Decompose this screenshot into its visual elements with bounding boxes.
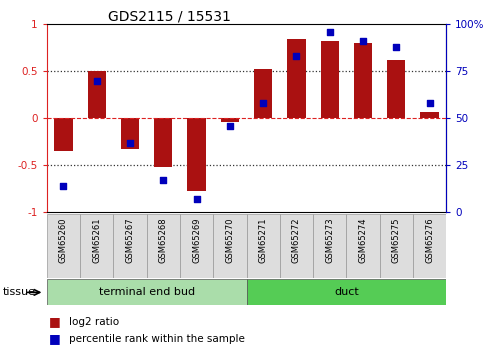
Text: GSM65267: GSM65267 xyxy=(126,217,135,263)
Bar xyxy=(254,69,272,118)
Bar xyxy=(113,214,147,278)
Bar xyxy=(320,41,339,118)
Text: percentile rank within the sample: percentile rank within the sample xyxy=(69,334,245,344)
Bar xyxy=(313,214,346,278)
Bar xyxy=(154,118,173,167)
Text: GSM65261: GSM65261 xyxy=(92,217,101,263)
Point xyxy=(126,140,134,145)
Text: tissue: tissue xyxy=(2,287,35,297)
Bar xyxy=(187,118,206,191)
Bar xyxy=(354,43,372,118)
Bar xyxy=(147,214,180,278)
Bar xyxy=(246,214,280,278)
Bar xyxy=(380,214,413,278)
Bar xyxy=(221,118,239,122)
Bar xyxy=(80,214,113,278)
Point xyxy=(193,196,201,202)
Text: GSM65271: GSM65271 xyxy=(259,217,268,263)
Bar xyxy=(180,214,213,278)
Text: GSM65268: GSM65268 xyxy=(159,217,168,263)
Bar xyxy=(287,39,306,118)
Text: GSM65269: GSM65269 xyxy=(192,217,201,263)
Text: ■: ■ xyxy=(49,315,61,328)
Bar xyxy=(121,118,139,149)
Text: GSM65275: GSM65275 xyxy=(392,217,401,263)
Text: GSM65274: GSM65274 xyxy=(358,217,367,263)
Point xyxy=(326,29,334,34)
Bar xyxy=(47,214,80,278)
Text: GSM65273: GSM65273 xyxy=(325,217,334,263)
Point xyxy=(359,38,367,44)
Point xyxy=(392,44,400,49)
Bar xyxy=(346,214,380,278)
Point xyxy=(425,100,433,106)
Text: ■: ■ xyxy=(49,332,61,345)
Bar xyxy=(280,214,313,278)
Text: GSM65276: GSM65276 xyxy=(425,217,434,263)
Point xyxy=(226,123,234,128)
Bar xyxy=(213,214,246,278)
Text: terminal end bud: terminal end bud xyxy=(99,287,195,297)
Text: log2 ratio: log2 ratio xyxy=(69,317,119,326)
Point xyxy=(259,100,267,106)
Text: GSM65272: GSM65272 xyxy=(292,217,301,263)
Text: GSM65270: GSM65270 xyxy=(225,217,234,263)
Text: GDS2115 / 15531: GDS2115 / 15531 xyxy=(108,10,231,24)
Bar xyxy=(88,71,106,118)
Point xyxy=(93,78,101,83)
Text: duct: duct xyxy=(334,287,359,297)
Bar xyxy=(413,214,446,278)
Point xyxy=(159,177,167,183)
Bar xyxy=(246,279,446,305)
Text: GSM65260: GSM65260 xyxy=(59,217,68,263)
Bar xyxy=(387,60,405,118)
Bar xyxy=(421,111,439,118)
Bar xyxy=(54,118,72,151)
Point xyxy=(60,183,68,189)
Bar xyxy=(47,279,247,305)
Point xyxy=(292,53,300,59)
